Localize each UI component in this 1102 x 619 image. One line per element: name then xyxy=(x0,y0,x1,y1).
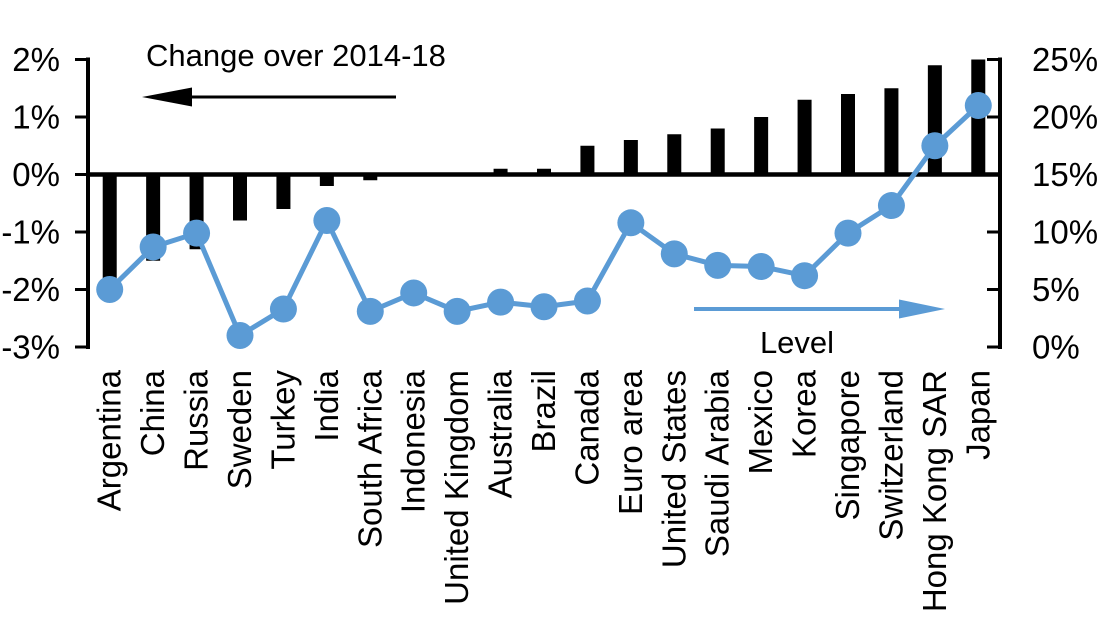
x-axis-label-turkey: Turkey xyxy=(264,370,301,470)
right-axis-tick-label: 15% xyxy=(1032,156,1098,193)
marker-switzerland xyxy=(877,192,905,220)
marker-south-africa xyxy=(356,297,384,325)
x-axis-label-mexico: Mexico xyxy=(742,370,779,475)
bar-euro-area xyxy=(623,140,638,175)
x-axis-label-sweden: Sweden xyxy=(221,370,258,489)
bar-singapore xyxy=(841,94,855,175)
marker-indonesia xyxy=(400,279,428,307)
bar-brazil xyxy=(537,168,551,175)
bar-india xyxy=(319,174,334,186)
x-axis-label-united-kingdom: United Kingdom xyxy=(438,370,475,605)
marker-united-states xyxy=(660,240,688,268)
annotation-level-label: Level xyxy=(760,325,834,360)
bar-mexico xyxy=(754,117,769,175)
annotation-change-label: Change over 2014-18 xyxy=(146,38,446,73)
right-axis-tick-label: 5% xyxy=(1032,271,1080,308)
marker-brazil xyxy=(530,293,558,321)
x-axis-label-saudi-arabia: Saudi Arabia xyxy=(699,369,736,557)
bar-sweden xyxy=(233,174,247,221)
bar-australia xyxy=(493,168,508,175)
right-axis-tick-label: 25% xyxy=(1032,41,1098,78)
marker-argentina xyxy=(96,276,124,303)
marker-turkey xyxy=(269,295,297,323)
x-axis-label-indonesia: Indonesia xyxy=(395,369,432,513)
x-axis-label-japan: Japan xyxy=(959,370,996,460)
marker-india xyxy=(313,207,341,234)
bar-turkey xyxy=(276,174,291,209)
marker-mexico xyxy=(747,253,775,280)
bar-switzerland xyxy=(884,88,899,175)
x-axis-label-india: India xyxy=(308,369,345,441)
x-axis-label-china: China xyxy=(134,369,171,456)
x-axis-label-argentina: Argentina xyxy=(91,369,128,511)
bar-saudi-arabia xyxy=(710,128,725,175)
left-axis-tick-label: 1% xyxy=(12,99,60,136)
marker-korea xyxy=(791,262,819,290)
bar-canada xyxy=(580,145,595,175)
x-axis-label-switzerland: Switzerland xyxy=(872,370,909,541)
x-axis-label-euro-area: Euro area xyxy=(612,369,649,515)
x-axis-label-singapore: Singapore xyxy=(829,370,866,520)
marker-euro-area xyxy=(617,209,645,237)
marker-saudi-arabia xyxy=(704,251,732,279)
left-axis-tick-label: -1% xyxy=(1,214,60,251)
marker-russia xyxy=(183,219,211,247)
marker-australia xyxy=(487,288,515,316)
x-axis-label-brazil: Brazil xyxy=(525,370,562,453)
change-arrow-left-icon xyxy=(142,87,396,107)
x-axis-label-south-africa: South Africa xyxy=(351,369,388,548)
marker-sweden xyxy=(226,322,254,349)
bar-united-states xyxy=(667,134,682,175)
x-axis-label-australia: Australia xyxy=(482,369,519,498)
x-axis-label-russia: Russia xyxy=(178,369,215,471)
x-axis-label-united-states: United States xyxy=(655,370,692,568)
marker-hong-kong-sar xyxy=(921,132,949,160)
left-axis-tick-label: -2% xyxy=(1,271,60,308)
marker-canada xyxy=(573,287,601,315)
bar-south-africa xyxy=(363,174,378,181)
bar-argentina xyxy=(102,174,117,278)
left-axis-tick-label: 2% xyxy=(12,41,60,78)
right-axis-tick-label: 10% xyxy=(1032,214,1098,251)
x-axis-label-korea: Korea xyxy=(786,369,823,458)
level-arrow-right-icon xyxy=(694,299,945,319)
marker-singapore xyxy=(834,219,862,247)
left-axis-tick-label: -3% xyxy=(1,329,60,366)
plot-area: 2% 1% 0% -1% -2% -3% 25% 20% 15% 10% 5% 0% Argentina… xyxy=(1,41,1098,612)
x-axis-label-canada: Canada xyxy=(568,369,605,485)
marker-china xyxy=(139,233,167,261)
x-axis-label-hong-kong-sar: Hong Kong SAR xyxy=(916,370,953,612)
marker-japan xyxy=(964,92,992,119)
marker-united-kingdom xyxy=(443,297,471,325)
right-axis-tick-label: 0% xyxy=(1032,329,1080,366)
left-axis-tick-label: 0% xyxy=(12,156,60,193)
right-axis-tick-label: 20% xyxy=(1032,99,1098,136)
bar-korea xyxy=(797,99,812,175)
